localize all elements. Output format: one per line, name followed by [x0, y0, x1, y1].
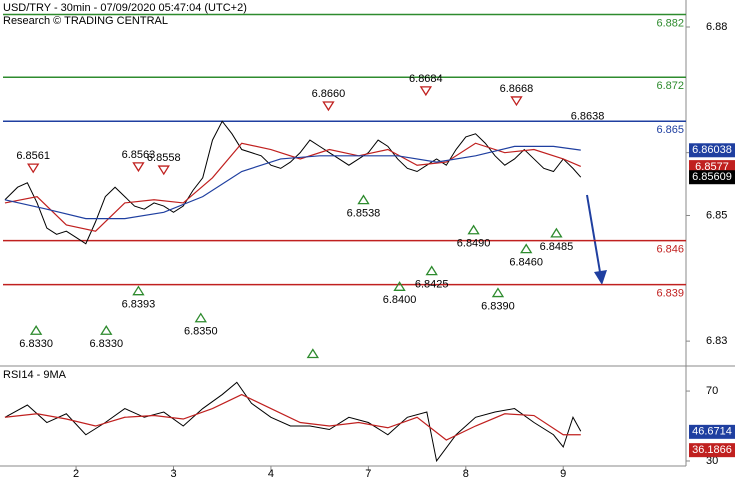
low-label: 6.8330 [89, 338, 123, 350]
y-tick-label: 70 [706, 385, 718, 397]
low-marker [306, 348, 320, 359]
high-label: 6.8561 [16, 150, 50, 162]
high-label: 6.8660 [312, 88, 346, 100]
level-label: 6.865 [656, 124, 684, 136]
low-marker [393, 281, 406, 291]
x-tick-label: 4 [268, 468, 274, 480]
rsi-title: RSI14 - 9MA [3, 369, 67, 381]
x-tick-label: 3 [170, 468, 176, 480]
low-label: 6.8425 [415, 279, 449, 291]
last-value-label: 36.1866 [692, 444, 732, 456]
level-label: 6.839 [656, 287, 684, 299]
high-label: 6.8668 [500, 83, 534, 95]
last-value-box [689, 424, 735, 439]
low-marker [100, 325, 113, 335]
low-marker [467, 224, 480, 235]
high-label: 6.8684 [409, 73, 443, 85]
low-label: 6.8393 [122, 299, 156, 311]
last-value-label: 6.8577 [695, 161, 729, 173]
last-value-box [689, 443, 735, 458]
series-line [4, 142, 582, 232]
low-marker [425, 265, 438, 276]
level-label: 6.846 [656, 244, 684, 256]
y-tick-label: 6.88 [706, 21, 727, 33]
y-tick-label: 6.83 [706, 335, 727, 347]
low-marker [194, 312, 207, 323]
high-marker [132, 162, 145, 173]
last-value-box [689, 170, 735, 185]
low-marker [520, 243, 533, 254]
high-marker [27, 163, 40, 174]
low-marker [357, 194, 370, 205]
low-label: 6.8538 [347, 208, 381, 220]
high-label: 6.8563 [122, 149, 156, 161]
series-line [4, 145, 581, 220]
level-label: 6.872 [656, 80, 684, 92]
series-line [4, 393, 581, 441]
high-marker [510, 96, 523, 107]
x-tick-label: 9 [560, 468, 566, 480]
forecast-arrow [586, 194, 607, 285]
series-line [4, 381, 582, 463]
low-label: 6.8460 [509, 257, 543, 269]
low-marker [132, 285, 145, 296]
low-label: 6.8485 [540, 241, 574, 253]
y-tick-label: 6.85 [706, 209, 727, 221]
high-marker [322, 101, 335, 112]
low-marker [491, 287, 505, 298]
x-tick-label: 7 [365, 468, 371, 480]
last-value-label: 6.85609 [692, 171, 732, 183]
low-label: 6.8490 [457, 238, 491, 250]
last-value-label: 6.86038 [692, 144, 732, 156]
low-label: 6.8390 [481, 300, 515, 312]
low-marker [29, 325, 43, 335]
high-marker [419, 86, 433, 97]
price-label: 6.8638 [571, 111, 605, 123]
low-label: 6.8330 [19, 338, 53, 350]
last-value-label: 46.6714 [692, 426, 732, 438]
y-tick-label: 30 [706, 455, 718, 467]
low-label: 6.8400 [383, 294, 417, 306]
chart-subtitle: Research © TRADING CENTRAL [3, 15, 168, 27]
low-label: 6.8350 [184, 326, 218, 338]
level-label: 6.882 [656, 17, 684, 29]
low-marker [550, 227, 563, 238]
high-label: 6.8558 [147, 152, 181, 164]
high-marker [157, 165, 170, 176]
x-tick-label: 2 [73, 468, 79, 480]
last-value-box [689, 143, 735, 158]
x-tick-label: 8 [463, 468, 469, 480]
chart-title: USD/TRY - 30min - 07/09/2020 05:47:04 (U… [3, 2, 247, 14]
